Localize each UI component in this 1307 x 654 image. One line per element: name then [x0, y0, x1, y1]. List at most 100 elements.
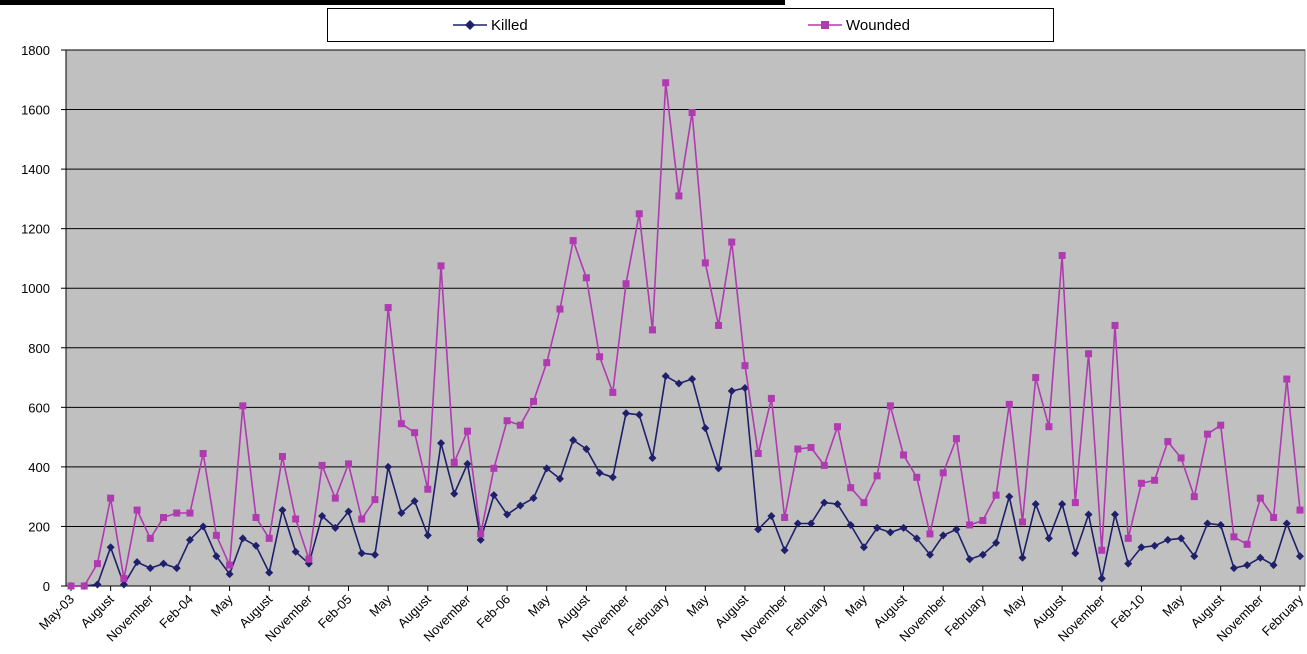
data-point	[172, 564, 181, 573]
data-point	[793, 519, 802, 528]
data-point	[688, 375, 697, 384]
data-point	[370, 550, 379, 559]
data-point	[463, 459, 472, 468]
legend-item-killed: Killed	[453, 9, 528, 41]
data-point	[265, 568, 274, 577]
series-killed	[67, 372, 1304, 590]
data-point	[715, 321, 723, 329]
data-point	[780, 546, 789, 555]
data-point	[384, 462, 393, 471]
series-line-killed	[71, 374, 1301, 587]
data-point	[1269, 561, 1278, 570]
data-point	[1018, 553, 1027, 562]
data-point	[556, 305, 564, 313]
data-point	[173, 509, 181, 517]
data-point	[912, 534, 921, 543]
data-point	[1150, 541, 1159, 550]
data-point	[608, 473, 617, 482]
data-point	[93, 580, 102, 589]
data-point	[701, 424, 710, 433]
x-tick-label: Feb-04	[156, 592, 196, 632]
data-point	[886, 528, 895, 537]
data-point	[1230, 533, 1238, 541]
data-point	[569, 436, 578, 445]
data-point	[106, 543, 115, 552]
x-tick-label: May	[683, 591, 711, 619]
data-point	[345, 460, 353, 468]
data-point	[1203, 430, 1211, 438]
data-point	[926, 530, 934, 538]
y-tick-label: 600	[28, 400, 50, 415]
data-point	[582, 274, 590, 282]
data-point	[384, 304, 392, 312]
y-tick-label: 400	[28, 460, 50, 475]
plot-area	[65, 49, 1306, 587]
data-point	[278, 452, 286, 460]
data-point	[1018, 518, 1026, 526]
data-point	[820, 461, 828, 469]
x-tick-label: Feb-06	[473, 592, 513, 632]
data-point	[1032, 374, 1040, 382]
data-point	[740, 383, 749, 392]
y-tick-label: 1600	[21, 103, 50, 118]
data-point	[1190, 552, 1199, 561]
data-point	[238, 534, 247, 543]
data-point	[265, 534, 273, 542]
data-point	[133, 558, 142, 567]
data-point	[120, 575, 128, 583]
data-point	[873, 472, 881, 480]
data-point	[833, 423, 841, 431]
data-point	[1058, 251, 1066, 259]
data-point	[1216, 520, 1225, 529]
data-point	[860, 499, 868, 507]
data-point	[1256, 553, 1265, 562]
data-point	[675, 192, 683, 200]
data-point	[913, 473, 921, 481]
data-point	[331, 494, 339, 502]
gridlines	[66, 49, 1305, 527]
data-point	[1163, 535, 1172, 544]
data-point	[516, 421, 524, 429]
data-point	[1071, 549, 1080, 558]
x-tick-label: Feb-05	[315, 592, 355, 632]
data-point	[1110, 510, 1119, 519]
data-point	[437, 262, 445, 270]
y-tick-label: 200	[28, 519, 50, 534]
data-point	[992, 491, 1000, 499]
x-tick-label: February	[1259, 591, 1307, 639]
data-point	[1177, 534, 1186, 543]
data-point	[635, 410, 644, 419]
data-point	[714, 464, 723, 473]
data-point	[252, 514, 260, 522]
data-point	[477, 530, 485, 538]
data-point	[1177, 454, 1185, 462]
legend-killed-marker-icon	[453, 20, 487, 30]
x-tick-label: May	[208, 591, 236, 619]
data-point	[397, 509, 406, 518]
data-point	[397, 420, 405, 428]
data-point	[423, 531, 432, 540]
data-point	[410, 497, 419, 506]
data-point	[1296, 506, 1304, 514]
data-point	[490, 464, 498, 472]
top-border-bar	[0, 0, 785, 5]
data-point	[674, 379, 683, 388]
data-point	[1005, 492, 1014, 501]
data-point	[199, 449, 207, 457]
data-point	[1203, 519, 1212, 528]
data-point	[371, 496, 379, 504]
legend-label-killed: Killed	[491, 16, 528, 34]
data-point	[80, 582, 88, 590]
data-point	[569, 237, 577, 245]
chart-legend: Killed Wounded	[327, 8, 1054, 42]
data-point	[503, 417, 511, 425]
data-point	[212, 531, 220, 539]
data-point	[199, 522, 208, 531]
data-point	[1111, 321, 1119, 329]
data-point	[1044, 534, 1053, 543]
data-point	[186, 509, 194, 517]
data-point	[1085, 350, 1093, 358]
data-point	[305, 555, 313, 563]
data-point	[992, 538, 1001, 547]
data-point	[754, 449, 762, 457]
